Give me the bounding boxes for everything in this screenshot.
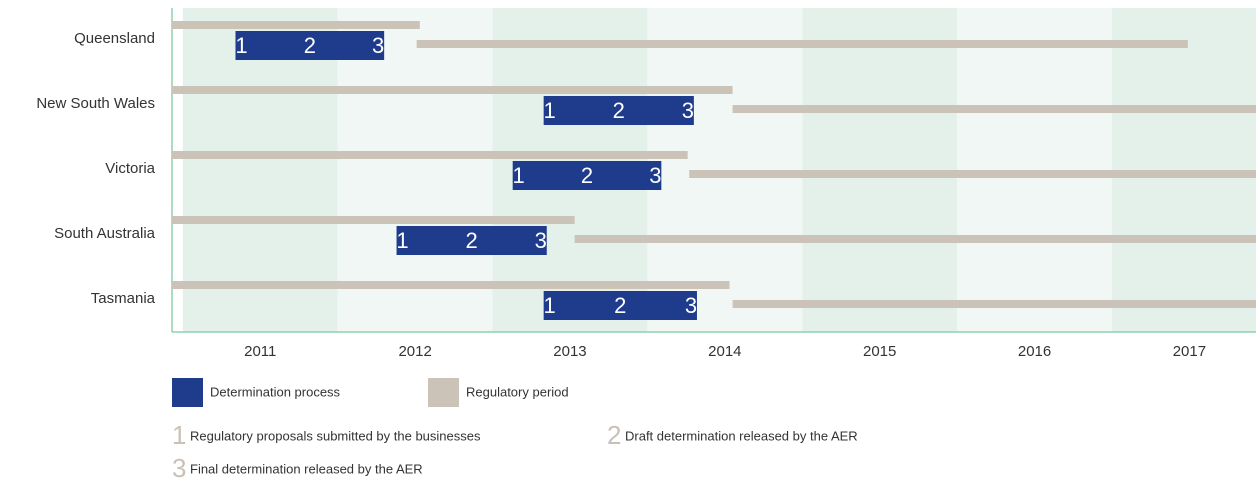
regulatory-bar [172,86,733,94]
step-number: 2 [614,293,626,318]
regulatory-bar [172,21,420,29]
step-number: 3 [682,98,694,123]
step-number: 1 [235,33,247,58]
step-legend-number: 2 [607,420,621,450]
step-number: 2 [304,33,316,58]
category-label: Victoria [105,160,155,177]
step-number: 1 [396,228,408,253]
regulatory-bar [172,151,688,159]
regulatory-bar [689,170,1256,178]
category-label: Queensland [74,30,155,47]
regulatory-bar [732,300,1256,308]
step-number: 2 [613,98,625,123]
regulatory-bar [416,40,1188,48]
legend-label: Determination process [210,384,341,399]
grid-band [337,8,493,332]
x-tick-label: 2011 [244,343,276,360]
x-tick-label: 2013 [553,343,586,360]
category-label: South Australia [54,225,156,242]
regulatory-bar [172,281,730,289]
step-number: 1 [544,293,556,318]
x-tick-label: 2015 [863,343,896,360]
x-tick-label: 2017 [1173,343,1206,360]
determination-bar [512,161,662,190]
step-number: 3 [535,228,547,253]
legend-swatch [172,378,203,407]
step-number: 2 [581,163,593,188]
x-tick-label: 2014 [708,343,741,360]
step-legend-number: 1 [172,420,186,450]
step-number: 3 [649,163,661,188]
step-legend-number: 3 [172,453,186,482]
step-legend-label: Regulatory proposals submitted by the bu… [190,428,481,443]
determination-bar [543,291,697,320]
category-label: New South Wales [36,95,155,112]
regulatory-bar [574,235,1256,243]
step-legend-label: Final determination released by the AER [190,461,423,476]
legend-label: Regulatory period [466,384,569,399]
category-label: Tasmania [91,290,156,307]
determination-bar [543,96,694,125]
step-number: 3 [685,293,697,318]
determination-bar [396,226,547,255]
step-number: 3 [372,33,384,58]
x-tick-label: 2012 [398,343,431,360]
step-number: 1 [513,163,525,188]
regulatory-bar [172,216,575,224]
step-legend-label: Draft determination released by the AER [625,428,858,443]
determination-bar [235,31,385,60]
step-number: 2 [466,228,478,253]
legend-swatch [428,378,459,407]
step-number: 1 [544,98,556,123]
x-tick-label: 2016 [1018,343,1051,360]
regulatory-bar [732,105,1256,113]
grid-band [182,8,338,332]
